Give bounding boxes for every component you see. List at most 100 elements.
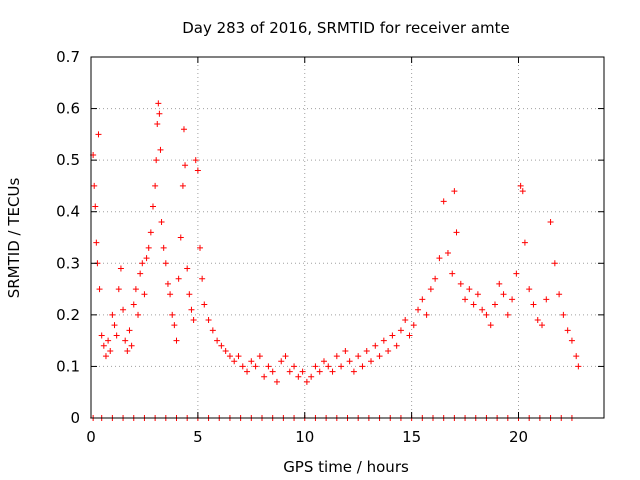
- data-point: [157, 146, 164, 153]
- data-point: [568, 337, 575, 344]
- data-point: [526, 286, 533, 293]
- data-point: [457, 280, 464, 287]
- data-point: [504, 311, 511, 318]
- data-point: [239, 363, 246, 370]
- x-tick-labels: 0 5 10 15 20: [86, 428, 528, 446]
- data-point: [261, 373, 268, 380]
- data-point: [342, 347, 349, 354]
- data-point: [325, 363, 332, 370]
- data-point: [179, 182, 186, 189]
- data-point: [265, 363, 272, 370]
- data-point: [295, 373, 302, 380]
- data-point: [107, 347, 114, 354]
- data-point: [139, 260, 146, 267]
- data-point: [320, 358, 327, 365]
- data-point: [209, 327, 216, 334]
- data-point: [135, 311, 142, 318]
- data-point: [519, 188, 526, 195]
- data-point: [338, 363, 345, 370]
- data-point: [226, 353, 233, 360]
- data-point: [124, 347, 131, 354]
- data-point: [491, 301, 498, 308]
- data-point: [177, 234, 184, 241]
- data-point: [517, 182, 524, 189]
- data-point: [487, 322, 494, 329]
- data-point: [102, 353, 109, 360]
- data-point: [551, 260, 558, 267]
- data-point: [173, 337, 180, 344]
- chart-title: Day 283 of 2016, SRMTID for receiver amt…: [182, 19, 510, 37]
- data-point: [197, 244, 204, 251]
- data-point: [167, 291, 174, 298]
- data-point: [96, 286, 103, 293]
- data-point: [427, 286, 434, 293]
- data-point: [282, 353, 289, 360]
- data-point: [256, 353, 263, 360]
- data-point: [222, 347, 229, 354]
- data-point: [346, 358, 353, 365]
- data-point: [199, 275, 206, 282]
- data-point: [534, 317, 541, 324]
- data-point: [160, 244, 167, 251]
- data-point: [470, 301, 477, 308]
- data-point: [312, 363, 319, 370]
- y-tick-label: 0.5: [56, 151, 80, 169]
- data-point: [143, 255, 150, 262]
- data-point: [128, 342, 135, 349]
- data-point: [149, 203, 156, 210]
- data-point: [466, 286, 473, 293]
- data-point: [269, 368, 276, 375]
- data-point: [158, 219, 165, 226]
- data-point: [444, 249, 451, 256]
- data-point: [415, 306, 422, 313]
- data-point: [192, 157, 199, 164]
- data-points: [90, 100, 582, 421]
- data-point: [214, 337, 221, 344]
- y-tick-label: 0: [70, 409, 80, 427]
- data-point: [184, 265, 191, 272]
- data-point: [372, 342, 379, 349]
- data-point: [333, 353, 340, 360]
- data-point: [201, 301, 208, 308]
- data-point: [130, 301, 137, 308]
- data-point: [432, 275, 439, 282]
- data-point: [564, 327, 571, 334]
- plot-frame: [90, 56, 605, 419]
- data-point: [132, 286, 139, 293]
- data-point: [380, 337, 387, 344]
- data-point: [273, 378, 280, 385]
- data-point: [91, 182, 98, 189]
- x-tick-label: 10: [295, 428, 314, 446]
- data-point: [479, 306, 486, 313]
- y-tick-label: 0.4: [56, 203, 80, 221]
- data-point: [350, 368, 357, 375]
- data-point: [162, 260, 169, 267]
- data-point: [385, 347, 392, 354]
- data-point: [153, 157, 160, 164]
- data-point: [115, 286, 122, 293]
- data-point: [397, 327, 404, 334]
- data-point: [393, 342, 400, 349]
- data-point: [483, 311, 490, 318]
- data-point: [513, 270, 520, 277]
- data-point: [308, 373, 315, 380]
- data-point: [190, 317, 197, 324]
- data-point: [575, 363, 582, 370]
- y-axis-title: SRMTID / TECUs: [5, 178, 23, 299]
- data-point: [137, 270, 144, 277]
- data-point: [440, 198, 447, 205]
- data-point: [145, 244, 152, 251]
- data-point: [175, 275, 182, 282]
- data-point: [105, 337, 112, 344]
- data-point: [423, 311, 430, 318]
- data-point: [329, 368, 336, 375]
- data-point: [363, 347, 370, 354]
- data-point: [109, 311, 116, 318]
- data-point: [406, 332, 413, 339]
- x-tick-label: 20: [509, 428, 528, 446]
- data-point: [244, 368, 251, 375]
- data-point: [355, 353, 362, 360]
- data-point: [218, 342, 225, 349]
- axis-ticks: [90, 56, 604, 419]
